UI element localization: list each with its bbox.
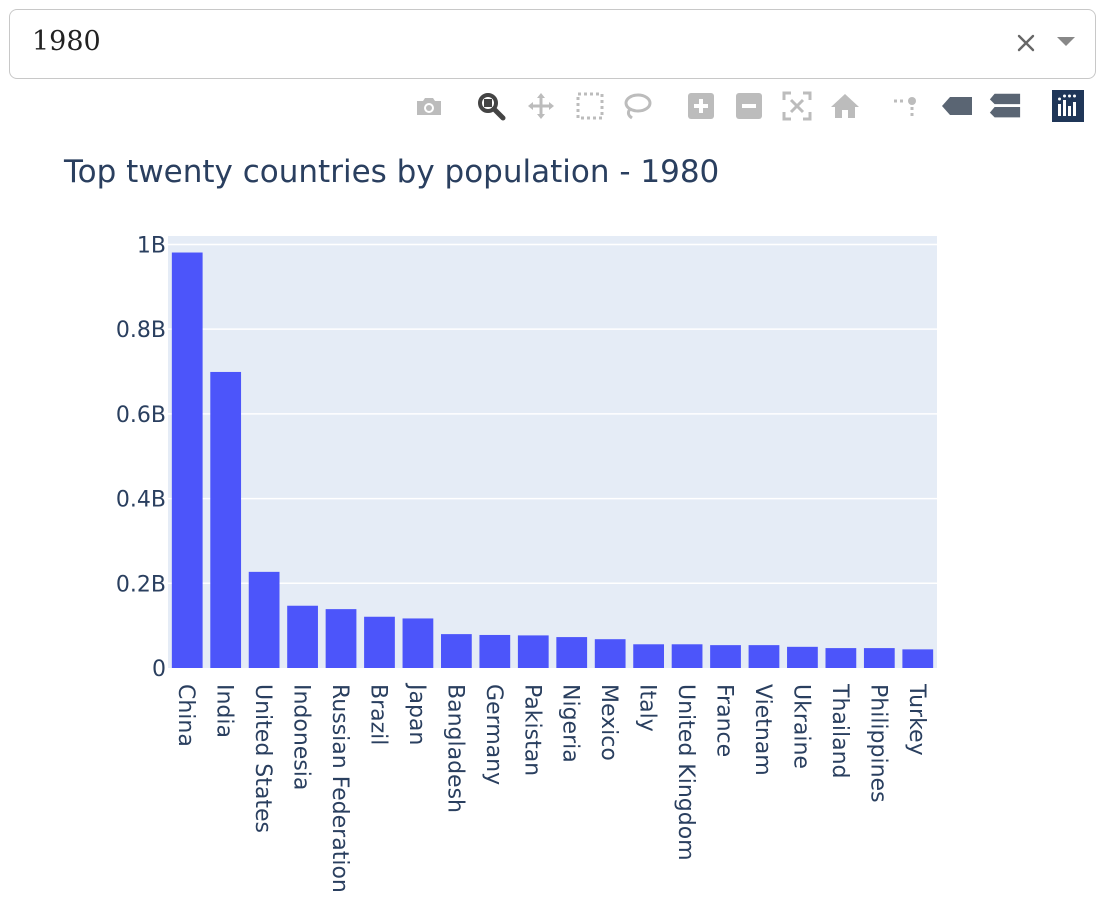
spike-lines-icon[interactable] xyxy=(890,88,924,124)
bar-france[interactable] xyxy=(710,645,741,668)
y-tick-label: 1B xyxy=(137,233,166,258)
hover-compare-icon[interactable] xyxy=(988,88,1022,124)
population-bar-chart: Top twenty countries by population - 198… xyxy=(63,154,937,893)
chevron-down-icon[interactable] xyxy=(1057,37,1075,46)
dropdown-selected-value: 1980 xyxy=(32,26,101,57)
lasso-icon[interactable] xyxy=(620,88,654,124)
plotly-logo-icon[interactable] xyxy=(1051,88,1085,124)
zoom-out-icon[interactable] xyxy=(732,88,766,124)
year-dropdown[interactable]: 1980 xyxy=(9,9,1096,79)
x-axis: China India United States Indonesia Russian … xyxy=(173,682,929,893)
x-tick-label: Germany xyxy=(481,684,506,785)
zoom-icon[interactable] xyxy=(474,88,508,124)
x-tick-label: Ukraine xyxy=(788,684,813,769)
bar-nigeria[interactable] xyxy=(556,637,588,668)
x-tick-label: United States xyxy=(250,684,275,833)
hover-closest-icon[interactable] xyxy=(940,88,974,124)
x-tick-label: Philippines xyxy=(865,684,890,803)
box-select-icon[interactable] xyxy=(573,88,607,124)
pan-icon[interactable] xyxy=(524,88,558,124)
modebar xyxy=(0,88,1111,124)
x-tick-label: Thailand xyxy=(827,683,852,778)
x-tick-label: France xyxy=(712,684,737,757)
bar-thailand[interactable] xyxy=(825,648,857,668)
camera-icon[interactable] xyxy=(412,88,446,124)
x-tick-label: Turkey xyxy=(904,683,929,756)
reset-axes-icon[interactable] xyxy=(828,88,862,124)
x-tick-label: Pakistan xyxy=(519,684,544,776)
bar-germany[interactable] xyxy=(479,634,511,668)
bar-vietnam[interactable] xyxy=(748,645,780,668)
bar-philippines[interactable] xyxy=(863,648,895,668)
zoom-in-icon[interactable] xyxy=(684,88,718,124)
bar-turkey[interactable] xyxy=(902,649,934,668)
x-tick-label: China xyxy=(173,684,198,747)
x-tick-label: Russian Federation xyxy=(327,684,352,893)
plot-area xyxy=(168,236,937,668)
bar-russian-federation[interactable] xyxy=(325,609,357,668)
bar-indonesia[interactable] xyxy=(287,605,318,668)
x-tick-label: Japan xyxy=(404,682,429,745)
y-tick-label: 0.2B xyxy=(116,572,166,597)
x-tick-label: United Kingdom xyxy=(673,684,698,861)
bar-bangladesh[interactable] xyxy=(440,634,472,668)
bars xyxy=(171,252,934,668)
x-tick-label: Bangladesh xyxy=(442,684,467,813)
x-tick-label: Vietnam xyxy=(750,684,775,776)
x-tick-label: Indonesia xyxy=(289,684,314,790)
x-tick-label: Mexico xyxy=(596,684,621,761)
bar-united-states[interactable] xyxy=(248,571,280,668)
bar-japan[interactable] xyxy=(402,618,434,668)
bar-mexico[interactable] xyxy=(594,639,626,668)
x-tick-label: India xyxy=(212,684,237,738)
y-tick-label: 0.8B xyxy=(116,318,166,343)
x-tick-label: Nigeria xyxy=(558,684,583,763)
x-tick-label: Brazil xyxy=(365,684,390,745)
y-tick-label: 0.6B xyxy=(116,403,166,428)
bar-india[interactable] xyxy=(210,371,242,668)
y-tick-label: 0.4B xyxy=(116,488,166,513)
bar-pakistan[interactable] xyxy=(517,635,549,668)
bar-brazil[interactable] xyxy=(364,616,395,668)
gridlines xyxy=(168,243,937,585)
bar-ukraine[interactable] xyxy=(787,646,818,668)
autoscale-icon[interactable] xyxy=(780,88,814,124)
bar-china[interactable] xyxy=(171,252,203,668)
bar-italy[interactable] xyxy=(633,644,665,668)
y-tick-label: 0 xyxy=(152,657,166,682)
clear-icon[interactable] xyxy=(1013,30,1039,56)
y-axis: 0 0.2B 0.4B 0.6B 0.8B 1B xyxy=(116,233,166,682)
x-tick-label: Italy xyxy=(635,684,660,732)
bar-united-kingdom[interactable] xyxy=(671,644,703,668)
chart-title: Top twenty countries by population - 198… xyxy=(63,154,719,190)
